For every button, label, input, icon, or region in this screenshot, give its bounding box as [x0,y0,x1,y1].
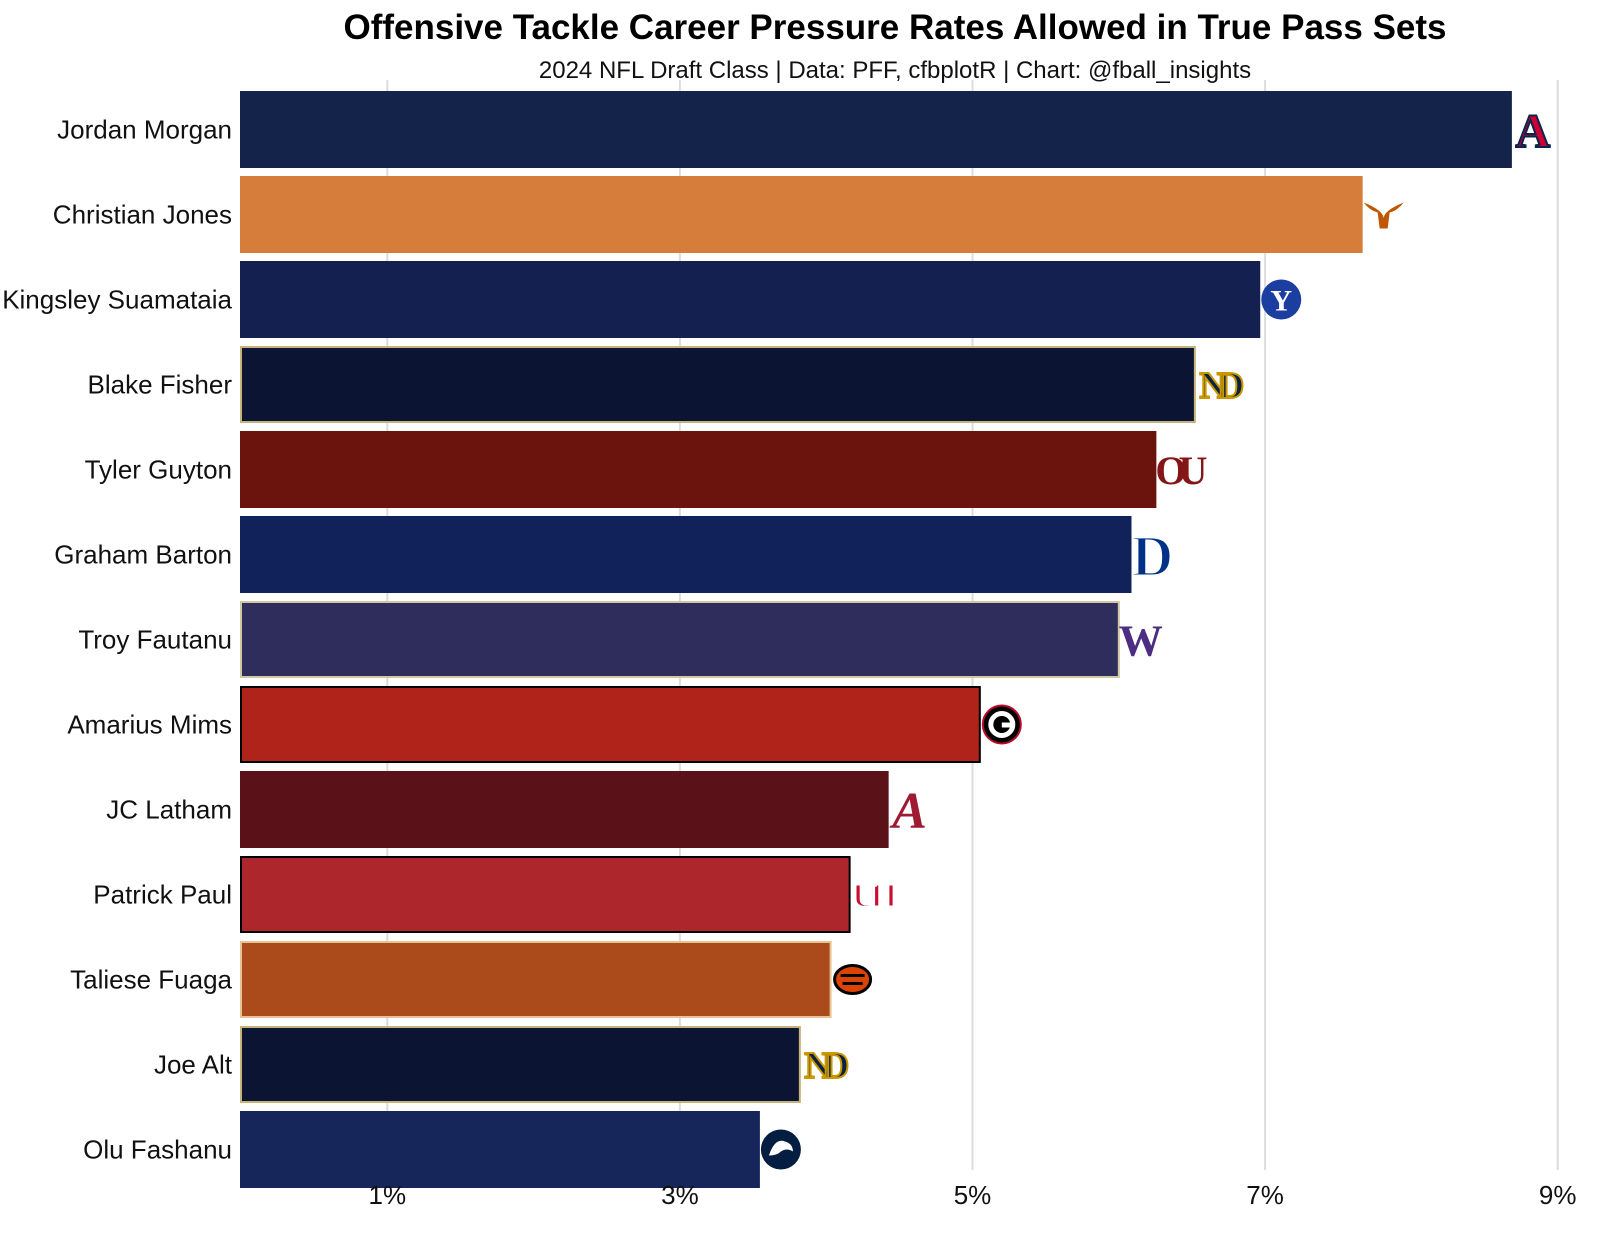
oregon-state-beaver-logo [833,964,873,995]
y-axis-label: Tyler Guyton [85,455,232,485]
washington-w-logo: W [1119,616,1163,665]
bar [240,686,981,763]
y-axis-label: Amarius Mims [67,710,232,740]
oklahoma-ou-logo: OU [1155,448,1214,493]
notre-dame-nd-logo: ND [803,1044,858,1088]
duke-d-logo: D [1131,522,1175,589]
bar [240,261,1261,338]
svg-text:ND: ND [804,1045,847,1087]
bar [240,431,1157,508]
y-axis-label: Patrick Paul [93,880,232,910]
y-axis-label: Troy Fautanu [78,625,232,655]
bar [240,516,1132,593]
x-tick-label: 3% [661,1180,699,1210]
y-axis-label: Christian Jones [53,200,232,230]
penn-state-lion-logo [760,1129,801,1170]
x-tick-label: 9% [1539,1180,1577,1210]
y-axis-label: Taliese Fuaga [70,965,232,995]
bar [240,1111,760,1188]
svg-text:D: D [1132,523,1174,588]
svg-text:A: A [889,783,927,840]
bar [240,91,1512,168]
chart-title: Offensive Tackle Career Pressure Rates A… [343,8,1447,47]
x-tick-label: 1% [369,1180,407,1210]
chart-subtitle: 2024 NFL Draft Class | Data: PFF, cfbplo… [538,57,1252,84]
bar [240,1026,801,1103]
svg-text:Y: Y [1270,284,1292,317]
svg-text:A: A [1516,105,1551,158]
arizona-a-logo: A [1515,104,1552,159]
y-axis-label: Kingsley Suamataia [2,285,232,315]
bar [240,601,1120,678]
bar [240,856,851,933]
x-tick-label: 5% [954,1180,992,1210]
y-axis-label: Olu Fashanu [83,1135,232,1165]
x-tick-label: 7% [1246,1180,1284,1210]
y-axis-label: JC Latham [106,795,232,825]
houston-uh-logo: UH [851,877,904,916]
svg-text:W: W [1119,616,1163,665]
bar [240,771,889,848]
bar [240,176,1363,253]
bar [240,941,832,1018]
alabama-a-logo: A [889,783,927,840]
byu-y-logo: Y [1261,279,1302,320]
y-axis-label: Blake Fisher [88,370,233,400]
texas-longhorn-logo [1363,202,1404,229]
notre-dame-nd-logo: ND [1198,364,1253,408]
y-axis-label: Graham Barton [54,540,232,570]
y-axis-label: Jordan Morgan [57,115,232,145]
y-axis-labels: Jordan Morgan Christian Jones Kingsley Sua… [2,115,233,1165]
svg-text:ND: ND [1199,365,1242,407]
y-axis-label: Joe Alt [154,1050,233,1080]
georgia-g-logo [981,704,1022,745]
bar [240,346,1196,423]
svg-text:UH: UH [852,878,897,915]
bars [240,91,1512,1188]
x-axis-ticks: 1% 3% 5% 7% 9% [369,1180,1577,1210]
svg-text:OU: OU [1155,448,1206,493]
